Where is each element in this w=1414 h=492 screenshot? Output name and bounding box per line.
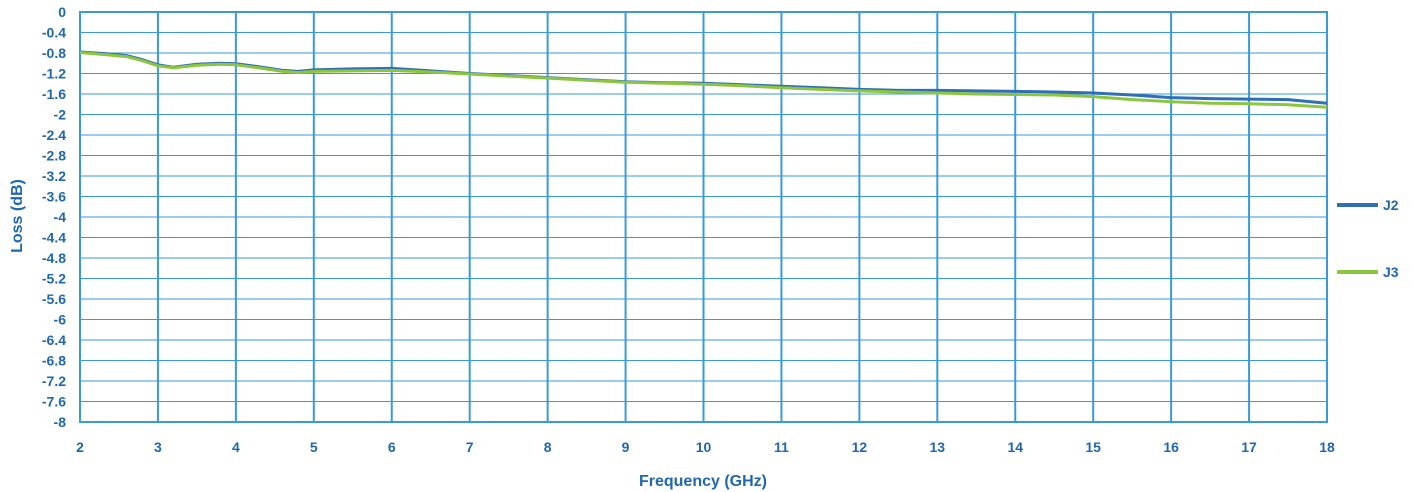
y-tick-label: -0.4 (42, 25, 66, 41)
legend-label-j2: J2 (1383, 197, 1399, 213)
y-tick-label: 0 (58, 4, 66, 20)
y-tick-label: -6 (54, 312, 67, 328)
y-tick-label: -4 (54, 209, 67, 225)
x-tick-label: 8 (544, 439, 552, 455)
x-axis-title: Frequency (GHz) (639, 473, 767, 490)
x-tick-label: 4 (232, 439, 240, 455)
y-tick-label: -2.8 (42, 148, 66, 164)
series-line-j3 (79, 51, 1328, 109)
x-tick-label: 17 (1241, 439, 1257, 455)
y-tick-label: -1.6 (42, 86, 66, 102)
x-tick-label: 16 (1163, 439, 1179, 455)
x-tick-label: 7 (466, 439, 474, 455)
y-axis-title: Loss (dB) (9, 179, 26, 253)
y-tick-label: -2 (54, 107, 67, 123)
y-tick-label: -4.8 (42, 250, 66, 266)
x-tick-label: 10 (696, 439, 712, 455)
y-tick-label: -5.6 (42, 291, 66, 307)
y-tick-label: -4.4 (42, 230, 66, 246)
y-tick-label: -8 (54, 414, 67, 430)
x-tick-label: 11 (774, 439, 789, 455)
x-tick-label: 13 (930, 439, 946, 455)
y-tick-label: -6.4 (42, 332, 66, 348)
x-tick-label: 6 (388, 439, 396, 455)
legend-label-j3: J3 (1383, 264, 1399, 280)
x-tick-label: 12 (852, 439, 868, 455)
y-tick-label: -7.6 (42, 394, 66, 410)
x-tick-label: 2 (76, 439, 84, 455)
x-axis-ticks: 2 3 4 5 6 7 8 9 10 11 12 13 14 15 16 17 18 (76, 439, 1335, 455)
x-tick-label: 15 (1085, 439, 1101, 455)
x-tick-label: 3 (154, 439, 162, 455)
x-tick-label: 9 (622, 439, 630, 455)
y-tick-label: -7.2 (42, 373, 66, 389)
legend: J2 J3 (1337, 197, 1399, 280)
x-tick-label: 5 (310, 439, 318, 455)
y-tick-label: -2.4 (42, 127, 66, 143)
y-axis-ticks: 0 -0.4 -0.8 -1.2 -1.6 -2 -2.4 -2.8 -3.2 -3.6 -4 -4.… (42, 4, 66, 430)
x-tick-label: 14 (1007, 439, 1023, 455)
y-tick-label: -3.6 (42, 189, 66, 205)
y-tick-label: -1.2 (42, 66, 66, 82)
y-tick-label: -5.2 (42, 271, 66, 287)
y-tick-label: -3.2 (42, 168, 66, 184)
x-tick-label: 18 (1319, 439, 1335, 455)
y-tick-label: -6.8 (42, 353, 66, 369)
plot-border (79, 11, 1328, 423)
data-series (79, 50, 1328, 109)
y-tick-label: -0.8 (42, 45, 66, 61)
grid-lines (79, 11, 1328, 423)
